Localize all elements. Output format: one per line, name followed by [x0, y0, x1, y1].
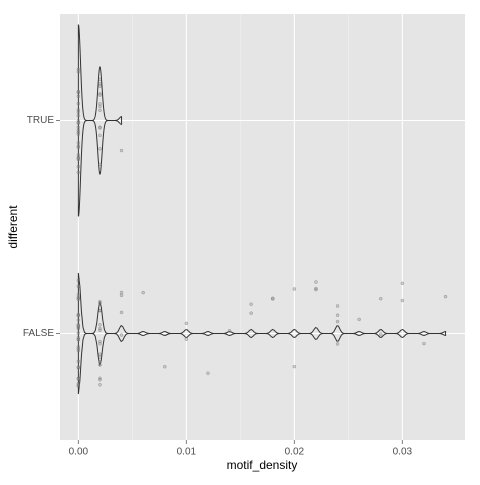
point: [76, 121, 81, 125]
point: [271, 296, 275, 301]
point: [119, 290, 124, 295]
point: [335, 342, 340, 346]
point: [249, 302, 253, 306]
point: [98, 342, 102, 346]
point: [76, 164, 81, 169]
x-tick-label: 0.03: [393, 447, 413, 458]
point: [422, 341, 426, 346]
point: [76, 337, 81, 342]
point: [98, 355, 102, 360]
point: [119, 148, 124, 153]
point: [379, 296, 383, 301]
point: [357, 317, 361, 322]
point: [98, 308, 102, 313]
point: [76, 145, 81, 150]
y-axis-title: different: [6, 205, 20, 249]
point: [76, 94, 81, 99]
point: [76, 70, 81, 74]
point: [335, 319, 340, 324]
point: [76, 141, 81, 145]
point: [76, 113, 81, 118]
point: [98, 352, 102, 356]
point: [98, 102, 102, 106]
point: [400, 298, 405, 303]
point: [76, 331, 81, 335]
point: [119, 333, 124, 337]
point: [400, 281, 405, 286]
point: [98, 363, 102, 367]
point: [314, 286, 318, 291]
point: [98, 126, 102, 130]
x-tick-label: 0.00: [69, 447, 89, 458]
point: [76, 323, 81, 327]
point: [76, 348, 81, 353]
point: [76, 170, 81, 175]
point: [206, 371, 210, 375]
point: [76, 318, 81, 322]
point: [249, 311, 253, 315]
point: [76, 89, 81, 94]
point: [335, 313, 340, 317]
point: [76, 384, 81, 388]
point: [98, 108, 102, 113]
point: [98, 84, 102, 88]
point: [98, 377, 102, 382]
point: [314, 280, 318, 284]
x-axis-title: motif_density: [227, 458, 298, 472]
point: [76, 295, 81, 300]
point: [76, 359, 81, 363]
point: [98, 360, 102, 364]
point: [119, 310, 124, 315]
point: [76, 101, 81, 106]
point: [184, 337, 189, 341]
violin: [77, 24, 123, 217]
point: [184, 321, 189, 326]
point: [76, 347, 81, 351]
point: [227, 329, 232, 333]
point: [163, 364, 167, 369]
point: [76, 278, 81, 283]
point: [335, 304, 340, 308]
point: [98, 77, 102, 82]
violin: [77, 272, 447, 395]
point: [98, 81, 102, 86]
point: [443, 294, 448, 299]
point: [119, 293, 124, 298]
point: [98, 383, 102, 387]
panel: [60, 14, 465, 440]
point: [76, 377, 81, 381]
point: [76, 156, 81, 160]
point: [314, 287, 318, 292]
point: [76, 297, 81, 302]
point: [76, 125, 81, 130]
point: [76, 132, 81, 136]
point: [98, 301, 102, 305]
point: [76, 365, 81, 369]
point: [98, 162, 102, 167]
point: [76, 130, 81, 135]
point: [98, 147, 102, 151]
point: [98, 326, 102, 331]
y-tick-label: TRUE: [27, 115, 55, 126]
point: [76, 110, 81, 114]
point: [379, 332, 383, 337]
point: [98, 323, 102, 327]
y-tick-label: FALSE: [23, 328, 54, 339]
point: [292, 364, 297, 369]
x-tick-label: 0.02: [285, 447, 305, 458]
point: [98, 133, 102, 138]
point: [76, 313, 81, 318]
point: [98, 104, 102, 109]
point: [76, 67, 81, 72]
point: [98, 93, 102, 97]
point: [76, 90, 81, 95]
point: [76, 383, 81, 387]
x-tick-label: 0.01: [177, 447, 197, 458]
point: [292, 287, 297, 291]
point: [98, 167, 102, 172]
point: [141, 290, 145, 295]
point: [76, 284, 81, 289]
